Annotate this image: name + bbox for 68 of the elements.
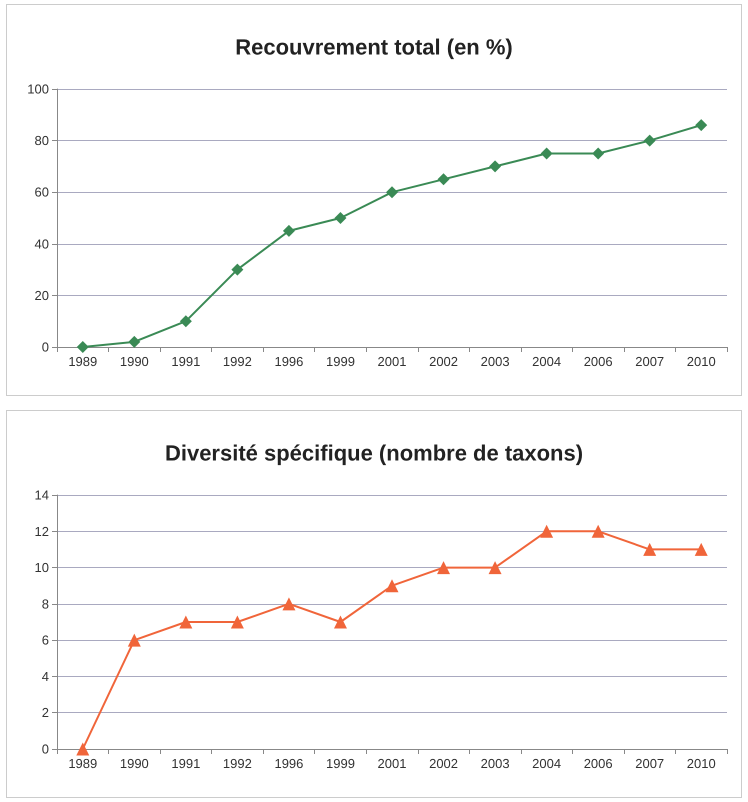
x-tick-label: 1989 [68,354,98,369]
x-tick-label: 2003 [480,756,510,771]
y-tick-label: 0 [42,742,49,756]
chart-title: Diversité spécifique (nombre de taxons) [164,440,584,466]
point [437,561,450,574]
x-tick-label: 1992 [222,354,252,369]
y-tick-label: 100 [27,82,49,96]
x-tick-label: 1999 [326,354,355,369]
x-tick-label: 1990 [120,354,149,369]
point [128,336,140,348]
y-tick-label: 8 [42,596,49,612]
point [489,160,502,172]
x-tick-label: 1991 [171,354,200,369]
x-tick-label: 2004 [532,756,562,771]
point [644,134,656,147]
x-tick-label: 2006 [584,756,613,771]
point [128,634,141,647]
point [488,561,502,574]
x-tick-label: 1999 [326,756,355,771]
point [694,542,708,556]
x-tick-label: 2007 [635,354,664,369]
x-tick-label: 2003 [480,354,510,369]
point [540,148,553,160]
y-tick-label: 0 [42,340,49,354]
x-tick-label: 2001 [378,756,406,771]
y-tick-label: 60 [34,184,49,200]
point [334,616,347,628]
x-tick-label: 2010 [686,354,716,369]
y-tick-label: 20 [34,288,49,303]
point [438,173,450,186]
x-tick-label: 1989 [68,756,98,771]
point [386,186,398,198]
x-tick-label: 1996 [274,354,304,369]
y-tick-label: 40 [34,236,49,252]
x-tick-label: 2002 [429,354,458,369]
point [179,616,192,628]
x-tick-label: 2002 [429,756,458,771]
point [76,742,90,756]
point [180,315,192,328]
y-tick-label: 4 [42,668,49,684]
point [386,579,398,592]
point [592,524,605,538]
point [282,597,296,610]
y-tick-label: 10 [34,560,49,576]
point [643,542,656,556]
x-tick-label: 2007 [635,756,664,771]
x-tick-label: 1990 [120,756,149,771]
chart-title: Recouvrement total (en %) [235,34,513,60]
x-tick-label: 1992 [222,756,252,771]
point [230,616,244,628]
point [695,119,708,132]
y-tick-label: 80 [34,133,49,148]
point [231,264,244,276]
point [540,524,554,538]
x-tick-label: 2004 [532,354,562,369]
x-tick-label: 2006 [584,354,613,369]
x-tick-label: 2010 [686,756,716,771]
point [334,212,346,224]
y-tick-label: 6 [42,632,49,648]
y-tick-label: 12 [34,524,49,539]
x-tick-label: 1991 [171,756,200,771]
y-tick-label: 14 [34,488,49,502]
point [592,148,604,160]
y-tick-label: 2 [42,705,49,720]
point [282,224,295,237]
x-tick-label: 2001 [378,354,406,369]
point [76,341,89,353]
x-tick-label: 1996 [274,756,304,771]
